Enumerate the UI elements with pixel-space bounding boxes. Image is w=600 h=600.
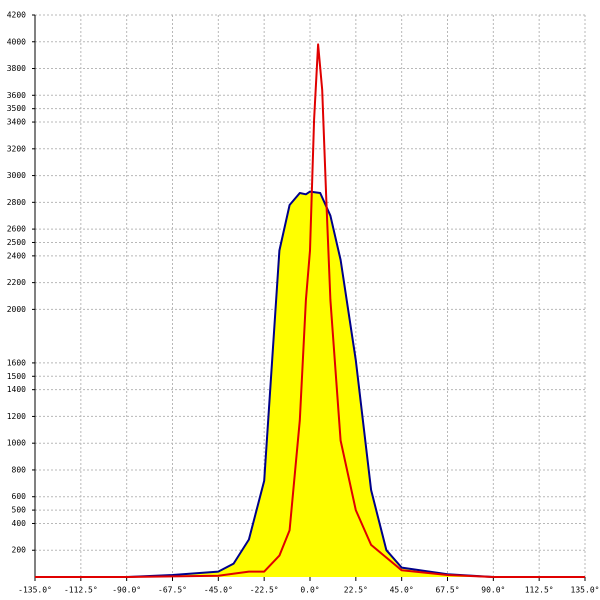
y-tick-label: 4000 — [7, 37, 26, 46]
x-tick-label: -22.5° — [250, 586, 279, 595]
x-tick-label: 90.0° — [481, 586, 505, 595]
y-tick-label: 3400 — [7, 118, 26, 127]
y-tick-label: 600 — [12, 492, 27, 501]
y-tick-label: 800 — [12, 465, 27, 474]
y-tick-label: 2400 — [7, 251, 26, 260]
y-tick-label: 2800 — [7, 198, 26, 207]
x-tick-label: 22.5° — [344, 586, 368, 595]
x-tick-label: 112.5° — [525, 586, 554, 595]
y-tick-label: 1400 — [7, 385, 26, 394]
y-tick-label: 3600 — [7, 91, 26, 100]
x-tick-label: -67.5° — [158, 586, 187, 595]
line — [35, 43, 585, 578]
y-tick-label: 2500 — [7, 238, 26, 247]
line — [126, 190, 494, 578]
y-tick-label: 3200 — [7, 144, 26, 153]
x-tick-label: 67.5° — [435, 586, 459, 595]
y-tick-label: 200 — [12, 546, 27, 555]
y-tick-label: 2000 — [7, 305, 26, 314]
area — [126, 191, 494, 577]
y-tick-label: 500 — [12, 506, 27, 515]
y-tick-label: 3800 — [7, 64, 26, 73]
x-tick-label: -135.0° — [18, 586, 52, 595]
y-tick-label: 1600 — [7, 358, 26, 367]
y-tick-label: 3000 — [7, 171, 26, 180]
y-tick-label: 2600 — [7, 225, 26, 234]
x-tick-label: -112.5° — [64, 586, 98, 595]
y-tick-label: 1200 — [7, 412, 26, 421]
y-tick-label: 2200 — [7, 278, 26, 287]
x-tick-label: 0.0° — [300, 586, 319, 595]
y-tick-label: 3500 — [7, 104, 26, 113]
x-tick-label: 45.0° — [390, 586, 414, 595]
x-tick-label: 135.0° — [571, 586, 600, 595]
x-tick-label: -45.0° — [204, 586, 233, 595]
y-tick-label: 400 — [12, 519, 27, 528]
y-tick-label: 1500 — [7, 372, 26, 381]
x-tick-label: -90.0° — [112, 586, 141, 595]
y-tick-label: 4200 — [7, 11, 26, 20]
y-tick-label: 1000 — [7, 439, 26, 448]
